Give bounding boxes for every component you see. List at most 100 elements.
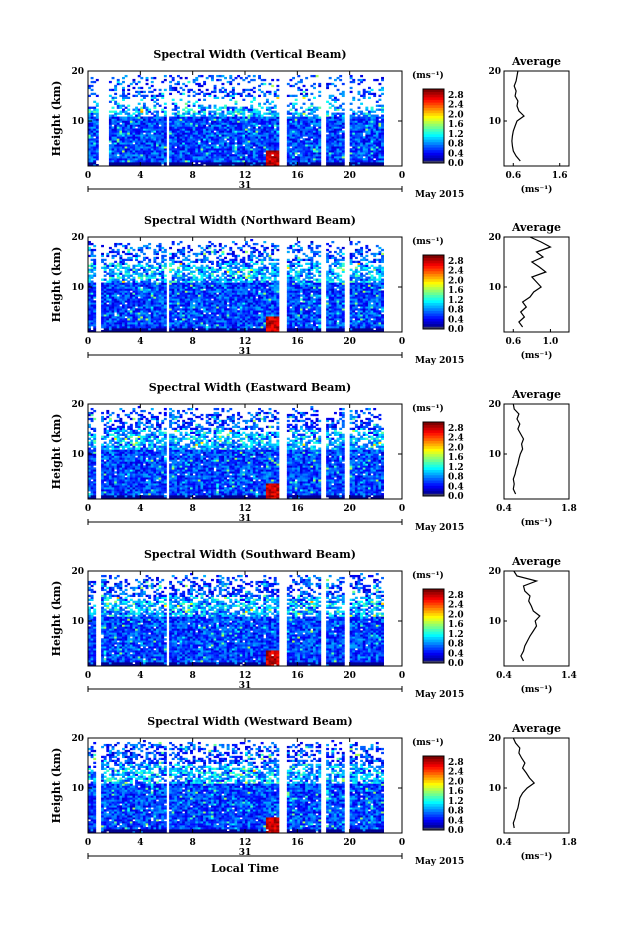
heatmap-cell bbox=[200, 324, 204, 327]
heatmap-cell bbox=[153, 290, 157, 293]
heatmap-cell bbox=[349, 102, 353, 105]
heatmap-cell bbox=[116, 112, 120, 115]
heatmap-cell bbox=[148, 320, 152, 323]
heatmap-cell bbox=[305, 122, 309, 125]
heatmap-cell bbox=[184, 308, 188, 311]
heatmap-cell bbox=[229, 156, 233, 159]
heatmap-cell bbox=[273, 128, 277, 131]
heatmap-cell bbox=[103, 264, 107, 267]
heatmap-cell bbox=[250, 118, 254, 121]
heatmap-cell bbox=[200, 306, 204, 309]
heatmap-cell bbox=[127, 310, 131, 313]
heatmap-cell bbox=[182, 156, 186, 159]
heatmap-cell bbox=[163, 304, 167, 307]
heatmap-cell bbox=[137, 158, 141, 161]
heatmap-cell bbox=[140, 98, 144, 101]
heatmap-cell bbox=[268, 152, 272, 155]
heatmap-cell bbox=[122, 126, 125, 129]
heatmap-cell bbox=[127, 130, 131, 133]
heatmap-cell bbox=[250, 78, 254, 82]
heatmap-cell bbox=[216, 130, 220, 133]
heatmap-cell bbox=[313, 132, 316, 135]
heatmap-cell bbox=[174, 286, 178, 289]
heatmap-cell bbox=[88, 268, 91, 271]
heatmap-cell bbox=[360, 138, 364, 141]
heatmap-cell bbox=[174, 254, 178, 258]
heatmap-cell bbox=[135, 108, 139, 111]
heatmap-cell bbox=[114, 138, 118, 141]
heatmap-cell bbox=[255, 150, 259, 153]
heatmap-cell bbox=[297, 132, 301, 135]
heatmap-cell bbox=[294, 116, 298, 119]
heatmap-cell bbox=[111, 262, 115, 266]
heatmap-cell bbox=[93, 310, 97, 313]
colorbar-swatch bbox=[423, 99, 444, 103]
heatmap-cell bbox=[286, 138, 290, 141]
heatmap-cell bbox=[182, 276, 186, 279]
heatmap-cell bbox=[352, 156, 356, 159]
heatmap-cell bbox=[339, 142, 343, 145]
heatmap-cell bbox=[179, 144, 183, 147]
heatmap-cell bbox=[150, 124, 154, 127]
heatmap-cell bbox=[357, 82, 361, 86]
heatmap-cell bbox=[169, 164, 173, 167]
colorbar-swatch bbox=[423, 128, 444, 132]
heatmap-cell bbox=[205, 150, 209, 153]
heatmap-cell bbox=[203, 130, 207, 133]
heatmap-cell bbox=[197, 136, 201, 139]
heatmap-cell bbox=[88, 270, 91, 273]
heatmap-cell bbox=[195, 322, 199, 325]
heatmap-cell bbox=[182, 318, 186, 321]
heatmap-cell bbox=[106, 308, 110, 311]
heatmap-cell bbox=[195, 132, 199, 135]
heatmap-cell bbox=[221, 146, 225, 149]
heatmap-cell bbox=[294, 112, 298, 115]
heatmap-cell bbox=[127, 296, 131, 299]
heatmap-cell bbox=[195, 312, 199, 315]
heatmap-cell bbox=[122, 286, 125, 289]
heatmap-cell bbox=[150, 292, 154, 295]
heatmap-cell bbox=[124, 268, 128, 271]
heatmap-cell bbox=[148, 126, 152, 129]
heatmap-cell bbox=[200, 320, 204, 323]
heatmap-cell bbox=[195, 138, 199, 141]
colorbar-swatch bbox=[423, 104, 444, 108]
heatmap-cell bbox=[367, 120, 371, 123]
heatmap-cell bbox=[307, 98, 311, 101]
heatmap-cell bbox=[127, 302, 131, 305]
x-tick-label: 0 bbox=[399, 171, 405, 181]
heatmap-cell bbox=[255, 148, 259, 151]
heatmap-cell bbox=[307, 128, 311, 131]
heatmap-cell bbox=[357, 134, 361, 137]
heatmap-cell bbox=[226, 150, 230, 153]
heatmap-cell bbox=[208, 126, 212, 129]
heatmap-cell bbox=[205, 310, 209, 313]
heatmap-cell bbox=[273, 118, 277, 121]
heatmap-cell bbox=[161, 156, 165, 159]
heatmap-cell bbox=[208, 304, 212, 307]
heatmap-cell bbox=[360, 158, 364, 161]
heatmap-cell bbox=[197, 328, 201, 331]
heatmap-cell bbox=[265, 158, 269, 161]
heatmap-cell bbox=[116, 142, 120, 145]
heatmap-cell bbox=[352, 122, 356, 125]
heatmap-cell bbox=[213, 162, 217, 165]
heatmap-cell bbox=[216, 322, 220, 325]
heatmap-cell bbox=[218, 312, 222, 315]
heatmap-cell bbox=[373, 94, 377, 98]
heatmap-cell bbox=[224, 156, 227, 159]
heatmap-cell bbox=[163, 122, 167, 125]
heatmap-cell bbox=[331, 132, 335, 135]
heatmap-cell bbox=[318, 148, 322, 151]
heatmap-cell bbox=[263, 78, 267, 82]
heatmap-cell bbox=[354, 122, 358, 125]
heatmap-cell bbox=[203, 114, 207, 117]
heatmap-cell bbox=[216, 274, 220, 277]
heatmap-cell bbox=[127, 272, 131, 275]
heatmap-cell bbox=[381, 104, 384, 107]
heatmap-cell bbox=[179, 148, 183, 151]
heatmap-cell bbox=[182, 308, 186, 311]
heatmap-cell bbox=[132, 78, 136, 82]
heatmap-cell bbox=[245, 76, 248, 80]
heatmap-cell bbox=[203, 132, 207, 135]
